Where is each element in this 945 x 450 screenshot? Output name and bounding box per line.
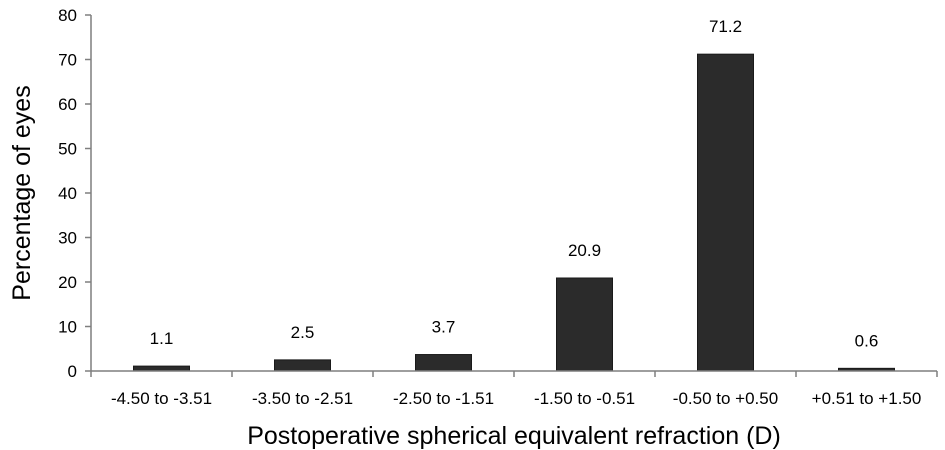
bar: [274, 359, 331, 372]
y-tick-label: 50: [58, 140, 77, 159]
y-tick-label: 30: [58, 229, 77, 248]
x-tick-label: +0.51 to +1.50: [812, 389, 922, 408]
x-axis-ticks: -4.50 to -3.51 -3.50 to -2.51 -2.50 to -1.…: [90, 371, 938, 408]
bars: [133, 53, 895, 372]
bar: [697, 53, 754, 372]
data-label: 71.2: [709, 17, 742, 36]
y-tick-label: 20: [58, 273, 77, 292]
y-tick-label: 0: [68, 362, 77, 381]
x-tick-label: -3.50 to -2.51: [252, 389, 353, 408]
data-label: 1.1: [150, 329, 174, 348]
x-tick-label: -0.50 to +0.50: [673, 389, 778, 408]
data-label: 20.9: [568, 241, 601, 260]
y-tick-label: 80: [58, 6, 77, 25]
y-tick-label: 70: [58, 51, 77, 70]
bar: [556, 277, 613, 372]
y-tick-label: 40: [58, 184, 77, 203]
data-label: 2.5: [291, 323, 315, 342]
data-labels: 1.1 2.5 3.7 20.9 71.2 0.6: [150, 17, 879, 350]
x-tick-label: -4.50 to -3.51: [111, 389, 212, 408]
x-tick-label: -2.50 to -1.51: [393, 389, 494, 408]
x-tick-label: -1.50 to -0.51: [534, 389, 635, 408]
y-tick-label: 10: [58, 318, 77, 337]
bar: [415, 354, 472, 372]
y-axis-ticks: 0 10 20 30 40 50 60 70 80: [58, 6, 91, 381]
y-axis-title: Percentage of eyes: [8, 85, 36, 300]
y-tick-label: 60: [58, 95, 77, 114]
data-label: 3.7: [432, 318, 456, 337]
data-label: 0.6: [855, 331, 879, 350]
x-axis-title: Postoperative spherical equivalent refra…: [247, 422, 781, 450]
